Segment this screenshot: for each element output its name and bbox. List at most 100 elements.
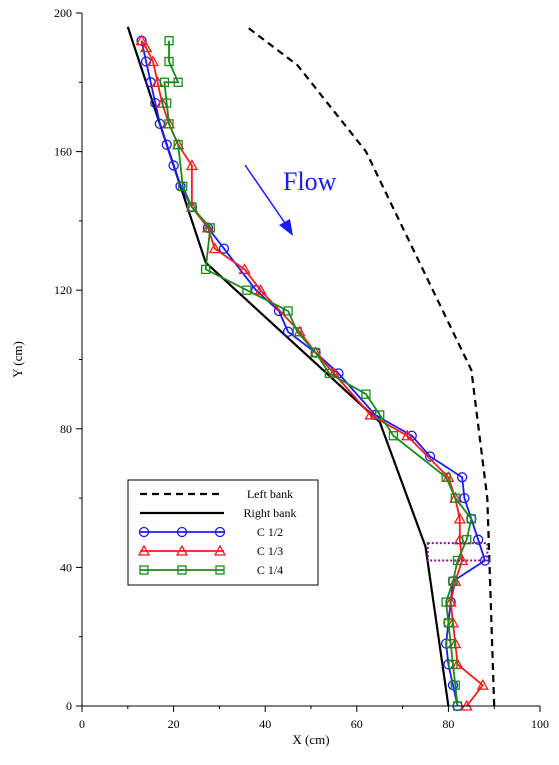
x-tick-label: 20 bbox=[168, 717, 180, 731]
data-point-c-1-3 bbox=[208, 242, 221, 254]
data-point-c-1-4 bbox=[450, 493, 460, 503]
data-point-c-1-4 bbox=[164, 119, 174, 129]
legend: Left bank Right bank C 1/2 C 1/3 C 1/4 bbox=[127, 479, 319, 586]
data-point-c-1-4 bbox=[443, 618, 454, 628]
legend-label-c-1-4: C 1/4 bbox=[257, 563, 283, 577]
data-point-c-1-4 bbox=[283, 306, 293, 316]
legend-marker-c-1-3 bbox=[137, 544, 151, 556]
y-tick-label: 200 bbox=[54, 6, 72, 20]
y-tick-label: 120 bbox=[54, 283, 72, 297]
data-point-c-1-3 bbox=[146, 55, 160, 67]
data-point-c-1-2 bbox=[154, 118, 166, 130]
data-point-c-1-4 bbox=[292, 327, 302, 337]
data-point-c-1-4 bbox=[242, 285, 252, 295]
data-point-c-1-4 bbox=[361, 389, 371, 399]
x-tick-label: 0 bbox=[79, 717, 85, 731]
data-point-c-1-4 bbox=[164, 36, 174, 46]
data-point-c-1-3 bbox=[238, 263, 251, 275]
flow-arrow-shaft bbox=[244, 164, 288, 227]
legend-label-c-1-2: C 1/2 bbox=[257, 525, 283, 539]
legend-label-left-bank: Left bank bbox=[247, 487, 293, 501]
axes-layer: 0 20 40 60 80 100 0 40 80 120 160 200 X (cm) Y (cm) bbox=[10, 6, 549, 747]
data-layer: Flow bbox=[126, 26, 496, 712]
legend-item-right-bank: Right bank bbox=[140, 506, 297, 520]
data-point-c-1-3 bbox=[453, 512, 466, 524]
data-point-c-1-4 bbox=[466, 514, 476, 524]
legend-label-right-bank: Right bank bbox=[244, 506, 297, 520]
legend-item-c-1-3: C 1/3 bbox=[137, 544, 283, 558]
data-point-c-1-3 bbox=[140, 41, 153, 53]
flow-annotation: Flow bbox=[244, 164, 337, 236]
flow-arrow-head bbox=[279, 219, 293, 236]
data-point-c-1-2 bbox=[424, 451, 436, 462]
series-line-left-bank bbox=[246, 26, 496, 707]
data-point-c-1-4 bbox=[162, 98, 172, 108]
y-axis-title: Y (cm) bbox=[10, 341, 25, 378]
data-point-c-1-3 bbox=[476, 678, 489, 690]
y-tick-label: 80 bbox=[60, 422, 72, 436]
data-point-c-1-3 bbox=[254, 283, 267, 295]
legend-marker-c-1-3 bbox=[175, 544, 189, 556]
data-point-c-1-4 bbox=[450, 680, 460, 690]
data-point-c-1-3 bbox=[135, 34, 148, 46]
data-point-c-1-4 bbox=[448, 659, 458, 670]
data-point-c-1-4 bbox=[462, 535, 472, 545]
legend-marker-c-1-4 bbox=[139, 565, 149, 575]
legend-marker-c-1-4 bbox=[215, 565, 225, 575]
x-tick-label: 100 bbox=[531, 717, 549, 731]
data-point-c-1-4 bbox=[441, 597, 451, 607]
data-point-c-1-4 bbox=[441, 472, 451, 482]
legend-item-c-1-4: C 1/4 bbox=[139, 563, 283, 577]
data-point-c-1-4 bbox=[448, 576, 458, 586]
highlight-box bbox=[426, 542, 489, 562]
legend-marker-c-1-2 bbox=[138, 526, 150, 538]
x-tick-label: 80 bbox=[442, 717, 454, 731]
data-point-c-1-2 bbox=[473, 534, 484, 545]
data-point-c-1-4 bbox=[205, 223, 215, 233]
legend-label-c-1-3: C 1/3 bbox=[257, 544, 283, 558]
data-point-c-1-2 bbox=[456, 472, 468, 483]
data-point-c-1-3 bbox=[401, 429, 414, 441]
x-tick-label: 60 bbox=[351, 717, 363, 731]
data-point-c-1-3 bbox=[185, 159, 199, 171]
y-tick-label: 160 bbox=[54, 145, 72, 159]
x-axis-title: X (cm) bbox=[292, 732, 329, 747]
series-line-c-1-4 bbox=[163, 40, 473, 707]
series-line-c-1-3 bbox=[140, 40, 485, 707]
data-point-c-1-4 bbox=[201, 264, 211, 275]
data-point-c-1-4 bbox=[324, 368, 334, 379]
data-point-c-1-4 bbox=[164, 56, 174, 67]
data-point-c-1-2 bbox=[459, 492, 470, 504]
legend-marker-c-1-3 bbox=[213, 544, 227, 556]
data-point-c-1-4 bbox=[173, 77, 183, 87]
flow-label: Flow bbox=[283, 167, 337, 196]
series-right-bank bbox=[126, 26, 450, 707]
data-point-c-1-4 bbox=[159, 77, 170, 87]
y-tick-label: 40 bbox=[60, 560, 72, 574]
data-point-c-1-4 bbox=[446, 638, 456, 649]
data-point-c-1-2 bbox=[168, 160, 179, 171]
legend-marker-c-1-4 bbox=[177, 565, 187, 575]
data-point-c-1-4 bbox=[178, 181, 188, 191]
legend-item-c-1-2: C 1/2 bbox=[138, 525, 283, 539]
data-point-c-1-4 bbox=[187, 202, 197, 212]
y-tick-label: 0 bbox=[66, 699, 72, 713]
series-c-1-2 bbox=[136, 35, 491, 712]
data-point-c-1-2 bbox=[218, 243, 230, 254]
data-point-c-1-4 bbox=[173, 140, 183, 150]
legend-item-left-bank: Left bank bbox=[140, 487, 293, 501]
data-point-c-1-3 bbox=[364, 408, 377, 420]
data-point-c-1-4 bbox=[310, 347, 321, 358]
data-point-c-1-2 bbox=[479, 555, 491, 566]
legend-marker-c-1-2 bbox=[176, 526, 188, 538]
data-point-c-1-2 bbox=[161, 139, 172, 150]
legend-marker-c-1-2 bbox=[214, 526, 226, 538]
data-point-c-1-2 bbox=[282, 326, 294, 337]
data-point-c-1-4 bbox=[375, 410, 385, 420]
x-tick-label: 40 bbox=[259, 717, 271, 731]
series-c-1-4 bbox=[159, 36, 476, 711]
data-point-c-1-4 bbox=[452, 555, 463, 566]
series-line-right-bank bbox=[126, 26, 450, 707]
series-left-bank bbox=[246, 26, 496, 707]
